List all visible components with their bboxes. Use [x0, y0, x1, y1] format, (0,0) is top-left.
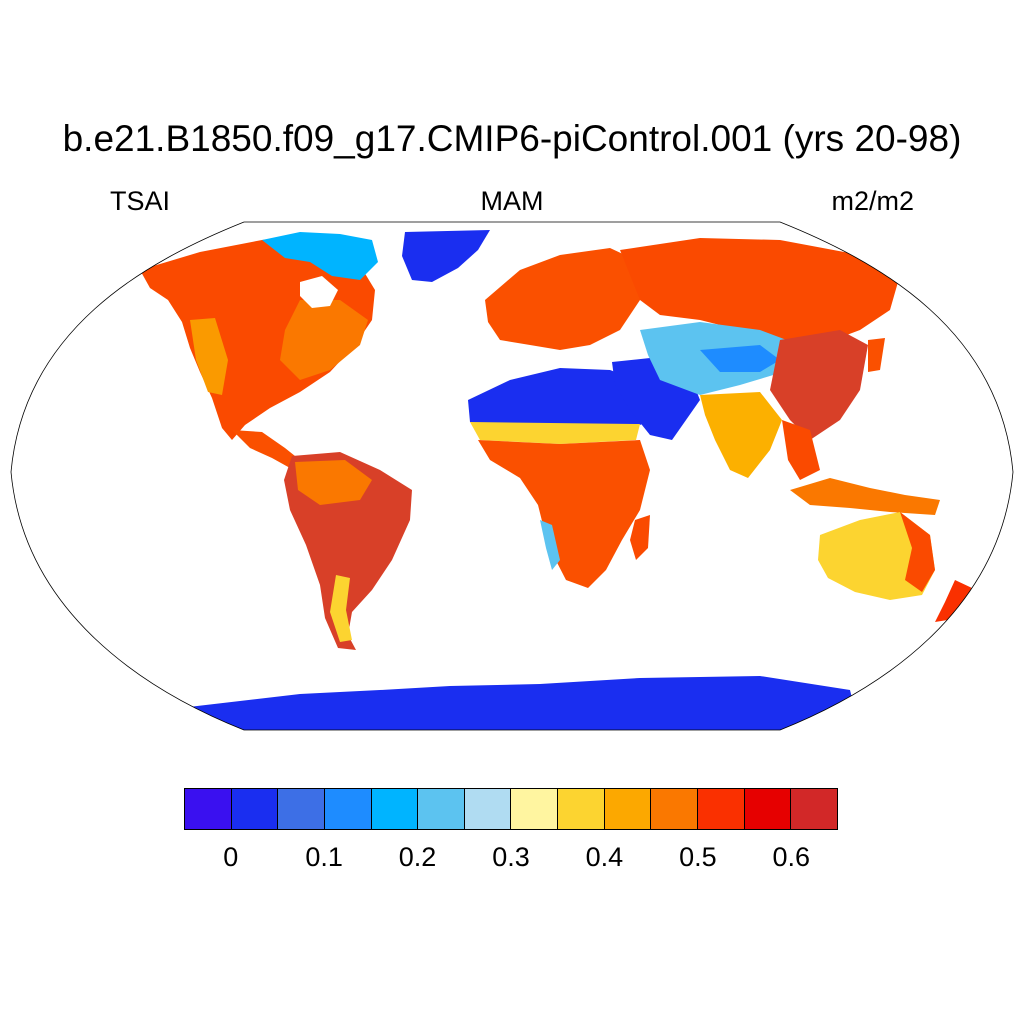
- amazon: [295, 460, 372, 505]
- madagascar: [630, 515, 650, 560]
- colorbar-swatch: [791, 789, 837, 829]
- north-america-east: [280, 300, 368, 380]
- units-label: m2/m2: [831, 186, 914, 216]
- colorbar-swatch: [324, 789, 372, 829]
- map-outline: [10, 221, 1014, 731]
- antarctica: [170, 676, 860, 730]
- colorbar-swatch: [651, 789, 699, 829]
- southeast-asia: [782, 420, 820, 480]
- hudson-bay: [300, 276, 338, 308]
- australia-east: [900, 512, 935, 592]
- colorbar-swatch: [744, 789, 792, 829]
- colorbar-tick-label: 0.2: [398, 842, 437, 872]
- europe: [485, 248, 640, 350]
- colorbar-swatch: [558, 789, 605, 829]
- map-title: b.e21.B1850.f09_g17.CMIP6-piControl.001 …: [62, 118, 962, 159]
- indonesia: [790, 478, 940, 515]
- rockies: [190, 318, 228, 395]
- india: [700, 392, 782, 478]
- east-asia: [770, 330, 868, 440]
- greenland: [402, 230, 490, 282]
- colorbar-tick-label: 0.6: [772, 842, 811, 872]
- colorbar-tick-label: 0.4: [585, 842, 624, 872]
- colorbar-swatch: [185, 789, 232, 829]
- colorbar: [184, 788, 838, 830]
- colorbar-swatch: [604, 789, 652, 829]
- africa-central: [478, 440, 650, 588]
- colorbar-swatch: [511, 789, 559, 829]
- new-zealand: [935, 580, 972, 622]
- colorbar-tick-label: 0.1: [305, 842, 343, 872]
- colorbar-swatch: [698, 789, 745, 829]
- canadian-arctic: [262, 232, 378, 280]
- colorbar-swatch: [231, 789, 279, 829]
- colorbar-tick-label: 0.5: [679, 842, 717, 872]
- siberia: [620, 238, 900, 345]
- sahel: [470, 422, 640, 444]
- colorbar-tick-label: 0: [223, 842, 239, 872]
- colorbar-swatch: [418, 789, 465, 829]
- season-label: MAM: [480, 186, 544, 216]
- colorbar-tick-label: 0.3: [492, 842, 530, 872]
- central-america: [232, 430, 300, 468]
- colorbar-swatch: [278, 789, 325, 829]
- variable-label: TSAI: [110, 186, 171, 216]
- sahara: [468, 368, 650, 430]
- tibet: [700, 345, 780, 372]
- patagonia: [330, 575, 352, 642]
- colorbar-swatch: [371, 789, 419, 829]
- namibia: [540, 520, 560, 570]
- colorbar-swatch: [464, 789, 512, 829]
- japan: [868, 338, 885, 372]
